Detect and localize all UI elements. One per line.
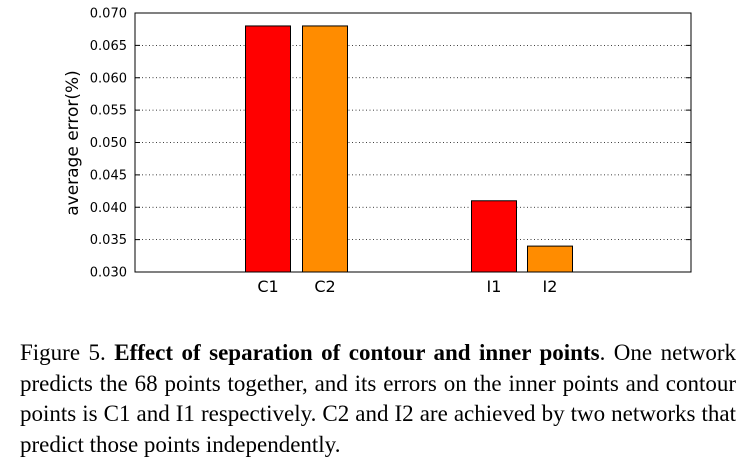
grid-lines [135, 45, 691, 240]
caption-label: Figure 5. [20, 340, 106, 365]
y-tick-label: 0.040 [90, 201, 127, 216]
y-tick-label: 0.050 [90, 136, 127, 151]
bar-i2 [527, 245, 573, 273]
y-tick-label: 0.035 [90, 233, 127, 248]
x-tick-label-c1: C1 [257, 277, 278, 296]
caption-title: Effect of separation of contour and inne… [114, 340, 600, 365]
x-tick-labels: C1 C2 I1 I2 [257, 277, 557, 296]
y-axis-label: average error(%) [63, 70, 83, 216]
y-tick-label: 0.055 [90, 104, 127, 119]
x-tick-label-i2: I2 [543, 277, 558, 296]
bar-i1 [471, 200, 517, 273]
bar-chart: 0.030 0.035 0.040 0.045 0.050 0.055 0.060 0.065… [63, 7, 692, 296]
caption-text: . One network predicts the 68 points tog… [20, 340, 736, 457]
y-tick-label: 0.070 [90, 7, 127, 22]
bar-c2 [302, 25, 348, 273]
y-tick-label: 0.065 [90, 39, 127, 54]
bars [245, 25, 573, 273]
y-ticks: 0.030 0.035 0.040 0.045 0.050 0.055 0.060 0.065… [90, 7, 691, 281]
figure-caption: Figure 5. Effect of separation of contou… [20, 338, 736, 460]
x-tick-label-i1: I1 [487, 277, 502, 296]
bar-c1 [245, 25, 291, 273]
y-tick-label: 0.045 [90, 168, 127, 183]
x-tick-label-c2: C2 [314, 277, 335, 296]
y-tick-label: 0.030 [90, 266, 127, 281]
y-tick-label: 0.060 [90, 71, 127, 86]
